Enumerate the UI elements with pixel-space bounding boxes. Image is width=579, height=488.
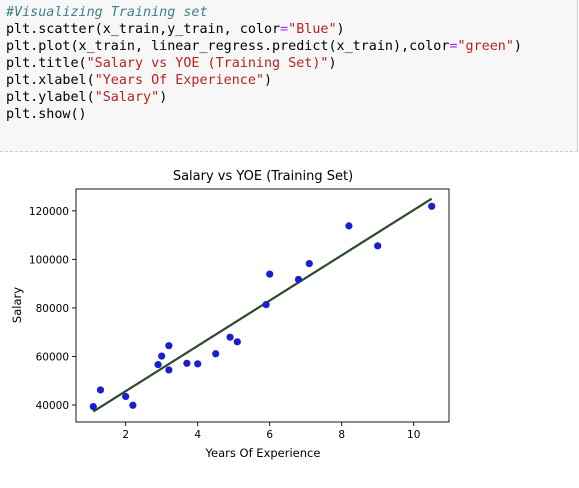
plot-frame: [75, 188, 450, 423]
code-line: plt.title("Salary vs YOE (Training Set)"…: [6, 55, 522, 72]
y-tick-label: 120000: [29, 206, 69, 218]
x-tick-label: 4: [194, 429, 201, 441]
data-point: [165, 342, 173, 350]
y-tick-label: 40000: [36, 400, 69, 412]
x-tick-label: 8: [338, 429, 345, 441]
code-line: plt.plot(x_train, linear_regress.predict…: [6, 38, 522, 55]
code-token: plt.title(: [6, 56, 87, 71]
y-tick-label: 80000: [36, 303, 69, 315]
data-point: [262, 301, 270, 309]
data-point: [294, 275, 303, 284]
code-token: plt.show(): [6, 107, 87, 122]
code-token: =: [280, 22, 289, 37]
y-axis: 40000 60000 80000 100000 120000: [29, 206, 76, 412]
data-point: [233, 338, 241, 346]
data-point: [345, 222, 353, 230]
data-point: [212, 350, 220, 358]
code-line: plt.ylabel("Salary"): [6, 89, 522, 106]
code-token: ): [328, 56, 337, 71]
code-token: =: [449, 39, 458, 54]
data-point: [374, 242, 382, 250]
data-point: [89, 403, 97, 411]
code-token: "Years Of Experience": [94, 73, 264, 88]
code-token: ): [336, 22, 345, 37]
code-token: "Salary": [94, 90, 160, 105]
code-token: plt.scatter(x_train,y_train, color: [6, 22, 281, 37]
code-token: ): [264, 73, 273, 88]
data-point: [122, 392, 130, 401]
code-token: "green": [457, 39, 514, 54]
code-line: #Visualizing Training set: [6, 4, 522, 21]
code-cell[interactable]: #Visualizing Training set plt.scatter(x_t…: [0, 0, 578, 152]
x-tick-label: 6: [266, 429, 273, 441]
code-token: ): [159, 90, 168, 105]
x-axis-label: Years Of Experience: [205, 446, 321, 460]
regression-line-group: [92, 197, 433, 413]
scatter-plot: Salary vs YOE (Training Set) 40000 60000 8…: [10, 169, 450, 460]
code-token: ): [513, 39, 522, 54]
data-point: [266, 270, 274, 278]
scatter-points: [89, 202, 436, 411]
y-axis-label: Salary: [10, 287, 24, 323]
x-tick-label: 10: [407, 429, 420, 441]
code-token: #Visualizing Training set: [6, 5, 208, 20]
data-point: [165, 366, 173, 374]
data-point: [305, 259, 313, 268]
code-token: "Salary vs YOE (Training Set)": [86, 56, 329, 71]
code-token: plt.plot(x_train, linear_regress.predict…: [6, 39, 450, 54]
data-point: [428, 202, 436, 210]
code-token: plt.ylabel(: [6, 90, 95, 105]
data-point: [96, 386, 105, 394]
regression-line: [92, 197, 433, 413]
data-point: [194, 360, 202, 368]
code-editor[interactable]: #Visualizing Training set plt.scatter(x_t…: [6, 4, 522, 123]
y-tick-label: 60000: [36, 351, 69, 363]
code-token: "Blue": [288, 22, 337, 37]
data-point: [158, 352, 166, 360]
data-point: [183, 359, 191, 367]
code-token: plt.xlabel(: [6, 73, 95, 88]
data-point: [129, 401, 137, 409]
y-tick-label: 100000: [29, 254, 69, 266]
data-point: [154, 361, 162, 369]
code-line: plt.scatter(x_train,y_train, color="Blue…: [6, 21, 522, 38]
chart-title: Salary vs YOE (Training Set): [173, 169, 353, 184]
x-axis: 2 4 6 8 10: [122, 422, 420, 441]
x-tick-label: 2: [122, 429, 129, 441]
data-point: [226, 333, 234, 341]
code-line: plt.show(): [6, 106, 522, 123]
code-line: plt.xlabel("Years Of Experience"): [6, 72, 522, 89]
output-area: Salary vs YOE (Training Set) 40000 60000 8…: [0, 160, 579, 483]
